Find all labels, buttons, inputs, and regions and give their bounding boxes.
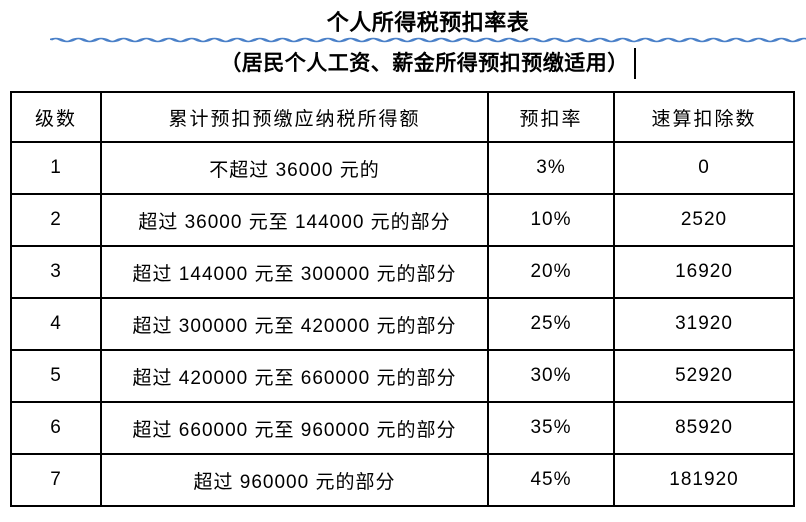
column-header-level[interactable]: 级数 <box>10 91 102 143</box>
cell-deduction[interactable]: 181920 <box>613 453 795 507</box>
cell-deduction[interactable]: 31920 <box>613 297 795 351</box>
cell-rate[interactable]: 10% <box>487 193 615 247</box>
cell-rate[interactable]: 35% <box>487 401 615 455</box>
cell-income-range[interactable]: 不超过 36000 元的 <box>100 141 489 195</box>
cell-level[interactable]: 7 <box>10 453 102 507</box>
cell-deduction[interactable]: 52920 <box>613 349 795 403</box>
table-header-row: 级数 累计预扣预缴应纳税所得额 预扣率 速算扣除数 <box>10 91 795 143</box>
cell-deduction[interactable]: 85920 <box>613 401 795 455</box>
cell-income-range[interactable]: 超过 420000 元至 660000 元的部分 <box>100 349 489 403</box>
cell-rate[interactable]: 25% <box>487 297 615 351</box>
cell-level[interactable]: 2 <box>10 193 102 247</box>
spellcheck-squiggle-path <box>50 37 806 43</box>
cell-level[interactable]: 5 <box>10 349 102 403</box>
cell-rate[interactable]: 20% <box>487 245 615 299</box>
cell-income-range[interactable]: 超过 36000 元至 144000 元的部分 <box>100 193 489 247</box>
subtitle-line: （居民个人工资、薪金所得预扣预缴适用） <box>50 46 806 80</box>
cell-rate[interactable]: 3% <box>487 141 615 195</box>
cell-level[interactable]: 6 <box>10 401 102 455</box>
table-row: 1 不超过 36000 元的 3% 0 <box>10 141 795 195</box>
cell-income-range[interactable]: 超过 144000 元至 300000 元的部分 <box>100 245 489 299</box>
column-header-income[interactable]: 累计预扣预缴应纳税所得额 <box>100 91 489 143</box>
cell-rate[interactable]: 30% <box>487 349 615 403</box>
document-title[interactable]: 个人所得税预扣率表 <box>326 10 530 35</box>
table-row: 6 超过 660000 元至 960000 元的部分 35% 85920 <box>10 401 795 455</box>
column-header-rate[interactable]: 预扣率 <box>487 91 615 143</box>
cell-deduction[interactable]: 16920 <box>613 245 795 299</box>
table-row: 7 超过 960000 元的部分 45% 181920 <box>10 453 795 507</box>
cell-level[interactable]: 3 <box>10 245 102 299</box>
table-row: 3 超过 144000 元至 300000 元的部分 20% 16920 <box>10 245 795 299</box>
document-subtitle[interactable]: （居民个人工资、薪金所得预扣预缴适用） <box>220 51 629 75</box>
table-row: 2 超过 36000 元至 144000 元的部分 10% 2520 <box>10 193 795 247</box>
tax-rate-table: 级数 累计预扣预缴应纳税所得额 预扣率 速算扣除数 1 不超过 36000 元的… <box>10 91 795 507</box>
cell-income-range[interactable]: 超过 960000 元的部分 <box>100 453 489 507</box>
cell-rate[interactable]: 45% <box>487 453 615 507</box>
cell-income-range[interactable]: 超过 300000 元至 420000 元的部分 <box>100 297 489 351</box>
cell-deduction[interactable]: 2520 <box>613 193 795 247</box>
text-cursor <box>633 47 636 79</box>
table-row: 4 超过 300000 元至 420000 元的部分 25% 31920 <box>10 297 795 351</box>
cell-deduction[interactable]: 0 <box>613 141 795 195</box>
cell-income-range[interactable]: 超过 660000 元至 960000 元的部分 <box>100 401 489 455</box>
cell-level[interactable]: 4 <box>10 297 102 351</box>
column-header-deduction[interactable]: 速算扣除数 <box>613 91 795 143</box>
spellcheck-squiggle <box>50 37 806 43</box>
cell-level[interactable]: 1 <box>10 141 102 195</box>
heading-block: 个人所得税预扣率表 （居民个人工资、薪金所得预扣预缴适用） <box>50 0 806 79</box>
table-row: 5 超过 420000 元至 660000 元的部分 30% 52920 <box>10 349 795 403</box>
